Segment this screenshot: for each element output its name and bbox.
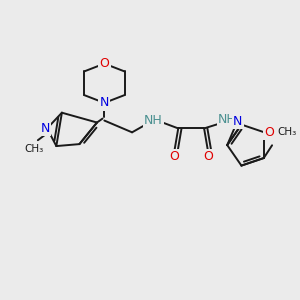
Text: N: N bbox=[40, 122, 50, 135]
Text: O: O bbox=[169, 150, 179, 164]
Text: O: O bbox=[264, 126, 274, 139]
Text: O: O bbox=[99, 57, 109, 70]
Text: CH₃: CH₃ bbox=[25, 144, 44, 154]
Text: N: N bbox=[100, 96, 109, 110]
Text: O: O bbox=[203, 150, 213, 164]
Text: N: N bbox=[233, 115, 242, 128]
Text: NH: NH bbox=[144, 114, 163, 127]
Text: NH: NH bbox=[218, 113, 237, 126]
Text: CH₃: CH₃ bbox=[278, 128, 297, 137]
